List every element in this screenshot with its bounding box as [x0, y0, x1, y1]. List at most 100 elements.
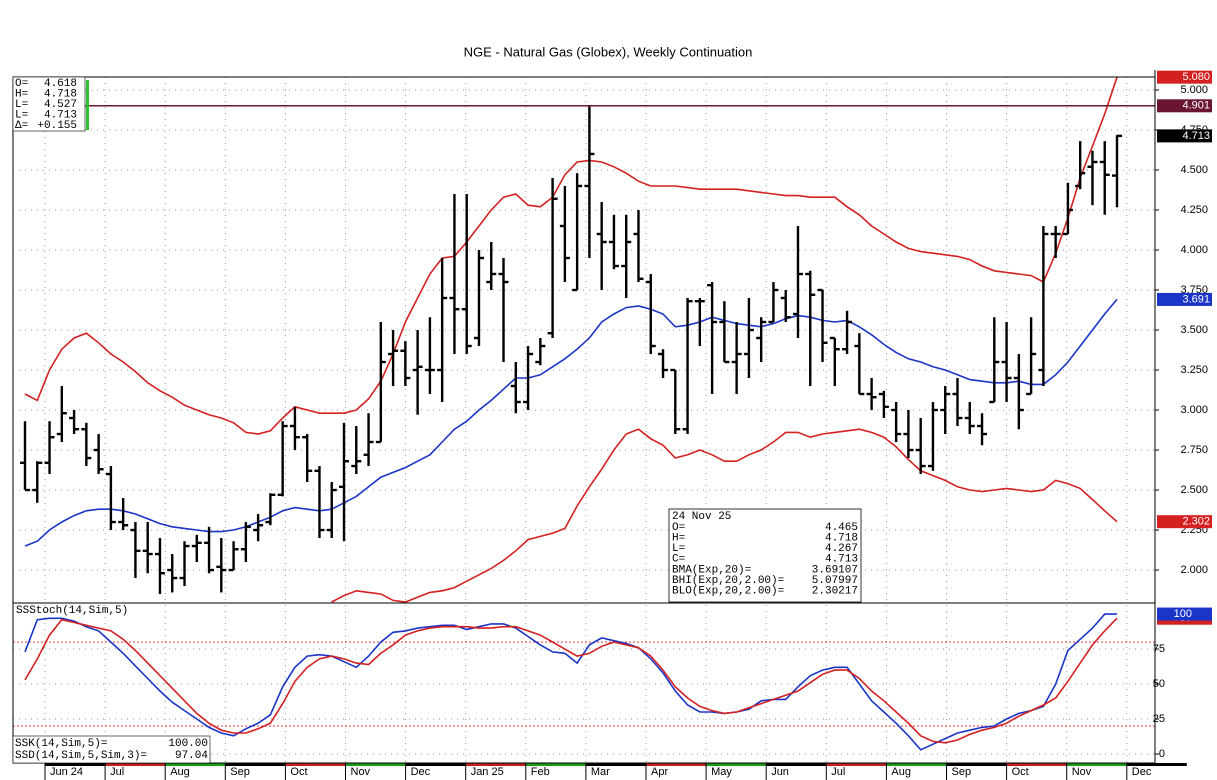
price-marker-label: 4.713 [1182, 130, 1210, 142]
month-label: Sep [952, 766, 972, 778]
month-strip [826, 763, 887, 766]
info-date: 24 Nov 25 [672, 511, 731, 523]
price-panel-border [12, 76, 1156, 604]
quote-label: Δ= [15, 120, 28, 132]
month-label: Nov [1072, 766, 1092, 778]
quote-label: O= [15, 78, 28, 90]
month-label: Feb [531, 766, 550, 778]
price-marker-label: 2.302 [1182, 516, 1210, 528]
info-value: 4.465 [825, 522, 858, 534]
info-value: 4.718 [825, 533, 858, 545]
info-value: 3.69107 [812, 564, 858, 576]
indicator-line [24, 77, 1118, 435]
y-tick-label: 4.500 [1180, 164, 1208, 176]
info-label: BLO(Exp,20,2.00)= [672, 586, 784, 598]
month-strip [585, 763, 646, 766]
y-tick-label: 2.000 [1180, 564, 1208, 576]
indicator-line [331, 428, 1118, 603]
month-label: Aug [170, 766, 190, 778]
y-tick-label: 5.000 [1180, 84, 1208, 96]
readout-label: SSD(14,Sim,5,Sim,3)= [15, 750, 147, 762]
info-label: BHI(Exp,20,2.00)= [672, 575, 784, 587]
month-strip [405, 763, 466, 766]
month-strip [345, 763, 406, 766]
month-strip [1126, 763, 1187, 766]
stoch-marker [1157, 607, 1212, 621]
readout-label: SSK(14,Sim,5)= [15, 738, 107, 750]
month-label: Oct [290, 766, 307, 778]
price-marker [1157, 99, 1212, 113]
info-value: 4.713 [825, 554, 858, 566]
y-tick-label: 3.500 [1180, 324, 1208, 336]
y-tick-label: 2.500 [1180, 484, 1208, 496]
month-strip [1006, 763, 1067, 766]
y-tick-label: 4.000 [1180, 244, 1208, 256]
quote-label: L= [15, 99, 28, 111]
month-label: Jan 25 [471, 766, 504, 778]
quote-label: L= [15, 109, 28, 121]
info-value: 4.267 [825, 543, 858, 555]
month-strip [766, 763, 827, 766]
info-label: H= [672, 533, 685, 545]
info-value: 2.30217 [812, 586, 858, 598]
price-plot [20, 77, 1122, 603]
y-tick-label: 25 [1153, 713, 1165, 725]
quote-value: 4.527 [44, 99, 77, 111]
price-marker-label: 4.901 [1182, 100, 1210, 112]
indicator-line [24, 613, 1117, 751]
month-label: Dec [1132, 766, 1152, 778]
month-label: Nov [351, 766, 371, 778]
y-tick-label: 75 [1153, 643, 1165, 655]
info-box [668, 508, 862, 603]
info-label: L= [672, 543, 685, 555]
readout-value: 100.00 [168, 738, 208, 750]
month-strip [45, 763, 105, 766]
month-strip [225, 763, 286, 766]
info-value: 5.07997 [812, 575, 858, 587]
stoch-marker-label: 100 [1174, 608, 1192, 620]
readout-value: 97.04 [175, 750, 208, 762]
month-strip [646, 763, 706, 766]
y-tick-label: 3.000 [1180, 404, 1208, 416]
stoch-plot [24, 613, 1118, 751]
quote-label: H= [15, 88, 28, 100]
stoch-title: SSStoch(14,Sim,5) [16, 605, 128, 617]
month-strip [886, 763, 947, 766]
price-marker [1157, 292, 1212, 306]
month-strip [285, 763, 346, 766]
y-tick-label: 2.750 [1180, 444, 1208, 456]
quote-box [12, 76, 86, 132]
indicator-line [24, 617, 1118, 744]
month-strip [946, 763, 1007, 766]
month-label: Aug [891, 766, 911, 778]
month-label: Apr [651, 766, 668, 778]
price-marker [1157, 70, 1212, 84]
info-label: C= [672, 554, 685, 566]
month-strip [465, 763, 526, 766]
month-label: Jun [771, 766, 789, 778]
month-label: Jul [110, 766, 124, 778]
y-tick-label: 3.250 [1180, 364, 1208, 376]
month-strip [706, 763, 767, 766]
month-strip [525, 763, 586, 766]
price-marker [1157, 129, 1212, 143]
quote-value: 4.713 [44, 109, 77, 121]
quote-bar [86, 80, 89, 130]
month-label: Dec [411, 766, 431, 778]
month-label: Sep [230, 766, 250, 778]
quote-value: 4.718 [44, 88, 77, 100]
month-strip [165, 763, 226, 766]
month-label: Jul [831, 766, 845, 778]
y-tick-label: 0 [1159, 748, 1165, 760]
info-label: BMA(Exp,20)= [672, 564, 751, 576]
month-label: Mar [591, 766, 610, 778]
month-label: Jun 24 [50, 766, 83, 778]
price-marker-label: 5.080 [1182, 71, 1210, 83]
y-tick-label: 50 [1153, 678, 1165, 690]
info-label: O= [672, 522, 685, 534]
chart-title: NGE - Natural Gas (Globex), Weekly Conti… [464, 44, 753, 59]
price-marker-label: 3.691 [1182, 293, 1210, 305]
quote-value: +0.155 [37, 120, 77, 132]
